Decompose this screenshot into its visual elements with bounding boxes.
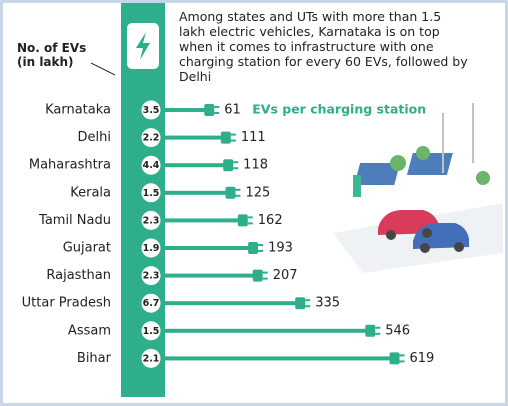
ev-count: 1.5 <box>143 188 160 199</box>
category-label: Maharashtra <box>29 158 111 173</box>
cable-line <box>163 163 228 168</box>
chart-title: Among states and UTs with more than 1.5 … <box>179 9 468 84</box>
ev-badge <box>141 183 161 203</box>
category-label: Karnataka <box>45 103 111 118</box>
value-label: 335 <box>315 296 340 311</box>
plug-pin <box>235 194 241 197</box>
plug-body <box>365 324 376 337</box>
ev-badge <box>141 238 161 258</box>
value-label: 619 <box>410 351 435 366</box>
cable-line <box>163 273 257 278</box>
plug-body <box>389 352 400 365</box>
value-label: 61 <box>224 103 241 118</box>
plug-body <box>252 269 263 282</box>
value-label: 193 <box>268 241 293 256</box>
plug-body <box>204 104 215 116</box>
ev-badge <box>141 321 161 341</box>
cable-line <box>163 356 394 361</box>
cable-line <box>163 135 225 140</box>
ev-count: 1.9 <box>143 243 160 254</box>
cable <box>163 186 241 199</box>
ev-badge <box>141 100 161 120</box>
cable <box>163 352 405 365</box>
category-label: Uttar Pradesh <box>22 296 111 311</box>
plug-pin <box>375 332 381 335</box>
cable <box>163 269 268 282</box>
cable <box>163 104 220 116</box>
legend-label: EVs per charging station <box>252 102 426 117</box>
plug-pin <box>375 326 381 329</box>
ev-badge <box>141 128 161 148</box>
cable <box>163 242 264 254</box>
category-label: Bihar <box>77 351 112 366</box>
plug-pin <box>233 161 239 164</box>
plug-pin <box>262 271 268 274</box>
ev-count: 1.5 <box>143 326 160 337</box>
plug-body <box>248 242 259 254</box>
cable <box>163 131 236 144</box>
ev-count: 2.3 <box>143 215 160 226</box>
plug-body <box>223 159 234 172</box>
category-label: Kerala <box>70 185 111 200</box>
scene <box>333 103 503 273</box>
plug-pin <box>305 305 311 308</box>
cable-line <box>163 218 242 223</box>
cable-line <box>163 190 230 195</box>
value-label: 546 <box>385 323 410 338</box>
ev-count: 4.4 <box>143 160 160 171</box>
plug-pin <box>262 277 268 280</box>
cable-line <box>163 246 253 250</box>
ev-badge <box>141 155 161 175</box>
ev-count: 2.2 <box>143 133 160 144</box>
ev-badge <box>141 293 161 313</box>
ev-count-label: No. of EVs (in lakh) <box>17 41 87 69</box>
plug-pin <box>247 222 253 225</box>
category-label: Assam <box>68 323 111 338</box>
ev-count: 6.7 <box>143 298 160 309</box>
cable <box>163 324 381 337</box>
category-label: Rajasthan <box>46 268 111 283</box>
plug-body <box>295 297 306 310</box>
bolt-icon <box>136 32 150 60</box>
cable-line <box>163 108 209 112</box>
cable <box>163 214 253 227</box>
pointer <box>90 62 116 76</box>
cable <box>163 159 239 172</box>
plug-pin <box>258 250 264 252</box>
ev-count: 2.1 <box>143 353 160 364</box>
cable <box>163 297 311 310</box>
cable-line <box>163 301 300 306</box>
ev-badge <box>141 348 161 368</box>
plug-body <box>225 186 236 199</box>
value-label: 118 <box>243 158 268 173</box>
plug-pin <box>258 244 264 246</box>
ev-badge <box>141 266 161 286</box>
value-label: 162 <box>258 213 283 228</box>
plug-pin <box>399 354 405 357</box>
plug-pin <box>230 133 236 136</box>
value-label: 111 <box>241 130 266 145</box>
plug-pin <box>230 139 236 142</box>
plug-pin <box>233 167 239 170</box>
ev-count: 3.5 <box>143 105 160 116</box>
category-label: Gujarat <box>63 241 111 256</box>
ev-count: 2.3 <box>143 271 160 282</box>
plug-pin <box>214 106 220 108</box>
category-label: Delhi <box>78 130 111 145</box>
plug-body <box>237 214 248 227</box>
chart: Karnataka 3.5 61 EVs per charging station De… <box>22 3 503 397</box>
value-label: 125 <box>246 185 271 200</box>
plug-pin <box>235 188 241 191</box>
plug-body <box>220 131 231 144</box>
plug-pin <box>247 216 253 219</box>
plug-pin <box>399 360 405 363</box>
category-label: Tamil Nadu <box>38 213 111 228</box>
cable-line <box>163 328 370 333</box>
plug-pin <box>305 299 311 302</box>
value-label: 207 <box>273 268 298 283</box>
ev-badge <box>141 210 161 230</box>
plug-pin <box>214 112 220 114</box>
